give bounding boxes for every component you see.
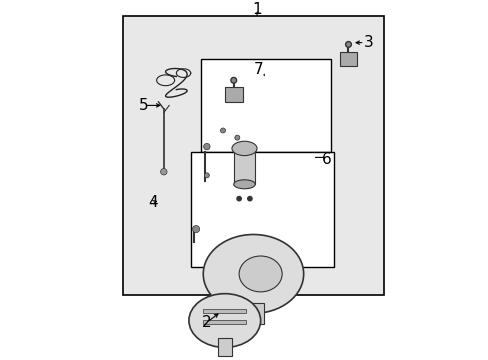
- Text: 6: 6: [322, 152, 331, 167]
- Circle shape: [230, 77, 236, 83]
- Bar: [190, 152, 333, 267]
- Bar: [224, 87, 242, 102]
- Circle shape: [204, 173, 209, 178]
- Bar: [122, 16, 384, 296]
- Circle shape: [160, 168, 167, 175]
- Bar: [203, 309, 246, 314]
- Text: 5: 5: [139, 98, 149, 113]
- Text: 2: 2: [202, 315, 211, 330]
- Ellipse shape: [231, 141, 257, 156]
- Circle shape: [203, 143, 210, 150]
- Circle shape: [247, 197, 251, 201]
- Ellipse shape: [233, 180, 255, 189]
- Circle shape: [220, 128, 225, 133]
- Bar: [201, 59, 330, 152]
- Circle shape: [192, 225, 199, 233]
- Text: 3: 3: [363, 35, 372, 50]
- Text: 7: 7: [253, 62, 263, 77]
- Text: 4: 4: [148, 195, 158, 210]
- Bar: [203, 320, 246, 324]
- Circle shape: [345, 41, 351, 47]
- Bar: [339, 51, 357, 66]
- Bar: [233, 148, 255, 184]
- Ellipse shape: [239, 256, 282, 292]
- Bar: [217, 338, 231, 356]
- Circle shape: [237, 197, 241, 201]
- Ellipse shape: [203, 234, 303, 314]
- Circle shape: [234, 135, 239, 140]
- Text: 1: 1: [252, 2, 262, 17]
- Ellipse shape: [188, 294, 260, 347]
- Bar: [239, 303, 264, 324]
